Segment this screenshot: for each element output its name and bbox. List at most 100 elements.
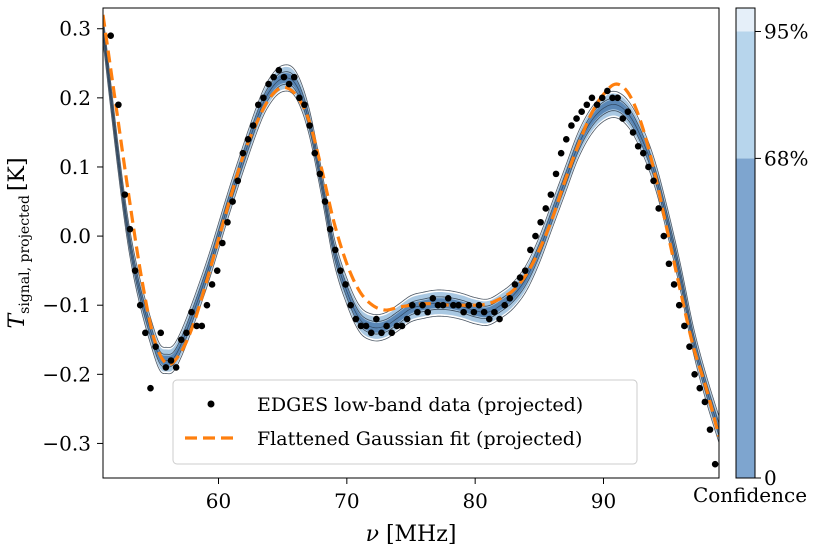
colorbar-tick-label: 68% xyxy=(764,146,808,170)
data-point xyxy=(270,73,277,81)
y-tick-label: −0.3 xyxy=(42,431,91,455)
data-point xyxy=(183,329,190,337)
contour-line-2 xyxy=(103,22,719,424)
data-point xyxy=(645,163,652,171)
data-point xyxy=(609,94,616,102)
data-point xyxy=(547,191,555,198)
colorbar-label: Confidence xyxy=(693,483,807,507)
data-point xyxy=(121,191,129,198)
data-point xyxy=(357,322,365,330)
y-axis-title: Tsignal, projected[K] xyxy=(5,157,33,328)
data-point xyxy=(177,336,185,344)
data-point xyxy=(465,301,473,309)
data-point xyxy=(280,73,288,81)
colorbar-frame xyxy=(735,7,756,479)
data-point xyxy=(203,301,211,309)
colorbar: 0 68% 95% Confidence xyxy=(693,7,808,507)
legend-marker-data xyxy=(207,400,215,408)
data-point xyxy=(629,129,637,136)
data-point xyxy=(604,87,611,95)
data-point xyxy=(260,94,267,102)
data-point xyxy=(455,301,462,309)
data-point xyxy=(573,115,580,122)
x-tick-label: 80 xyxy=(462,489,487,513)
data-point xyxy=(326,225,334,233)
data-point xyxy=(147,384,154,392)
data-point xyxy=(419,301,426,309)
data-point xyxy=(516,274,524,281)
data-point xyxy=(552,170,560,178)
data-point xyxy=(311,149,319,157)
data-point xyxy=(306,122,313,129)
data-point xyxy=(244,136,252,143)
data-point xyxy=(383,322,390,330)
data-point xyxy=(198,322,206,330)
data-point xyxy=(696,384,704,392)
data-point xyxy=(234,177,242,185)
data-point xyxy=(265,80,272,88)
data-point xyxy=(542,205,550,212)
data-point xyxy=(213,267,221,274)
data-point xyxy=(296,94,303,102)
x-tick-label: 60 xyxy=(206,489,231,513)
data-point xyxy=(352,315,360,323)
data-point xyxy=(393,322,401,330)
x-axis-title: ν [MHz] xyxy=(366,522,457,547)
y-tick-label: 0.0 xyxy=(59,224,91,248)
data-point xyxy=(249,122,257,129)
data-point xyxy=(193,322,200,330)
data-point xyxy=(660,232,668,240)
data-point xyxy=(521,267,529,274)
data-point xyxy=(152,343,159,350)
data-point xyxy=(162,364,170,371)
data-point xyxy=(188,308,195,316)
data-point xyxy=(424,308,431,316)
data-point xyxy=(681,322,688,330)
data-point xyxy=(301,101,308,109)
data-point xyxy=(290,73,298,81)
data-point xyxy=(414,308,421,316)
data-point xyxy=(686,343,693,350)
data-point xyxy=(619,115,627,122)
plot-frame xyxy=(102,7,720,479)
data-point xyxy=(583,101,591,109)
data-point xyxy=(224,218,231,226)
data-point xyxy=(321,198,329,205)
data-point xyxy=(655,205,662,212)
data-point xyxy=(485,315,493,323)
data-point xyxy=(439,301,447,309)
colorbar-segment xyxy=(736,158,755,478)
data-point xyxy=(378,329,385,337)
data-point xyxy=(511,281,519,288)
data-point xyxy=(367,329,375,337)
data-point xyxy=(219,239,226,247)
data-point xyxy=(131,267,139,274)
data-point xyxy=(491,308,498,316)
data-point xyxy=(342,281,349,288)
colorbar-segments xyxy=(736,8,755,478)
data-point xyxy=(665,260,673,268)
data-point xyxy=(568,122,575,129)
data-point xyxy=(578,108,585,115)
data-point xyxy=(373,315,380,323)
data-point xyxy=(239,149,247,157)
y-tick-label: 0.1 xyxy=(59,155,91,179)
data-point xyxy=(588,94,596,102)
data-point xyxy=(496,315,503,323)
data-point xyxy=(675,301,683,309)
y-tick-label: 0.2 xyxy=(59,86,91,110)
data-point xyxy=(331,246,339,254)
colorbar-segment xyxy=(736,31,755,159)
fit-curve xyxy=(103,14,719,437)
data-point xyxy=(639,149,647,157)
data-point xyxy=(460,308,467,316)
data-point xyxy=(598,94,606,102)
data-point xyxy=(167,357,175,364)
data-point xyxy=(337,267,344,274)
plot-area: 60 70 80 90 −0.3 −0.2 −0.1 0.0 0.1 0.2 0.3 xyxy=(42,7,720,513)
x-tick-label: 90 xyxy=(591,489,616,513)
legend-label-data: EDGES low-band data (projected) xyxy=(257,394,583,416)
colorbar-segment xyxy=(736,8,755,32)
data-point xyxy=(229,198,236,205)
data-point xyxy=(475,301,483,309)
